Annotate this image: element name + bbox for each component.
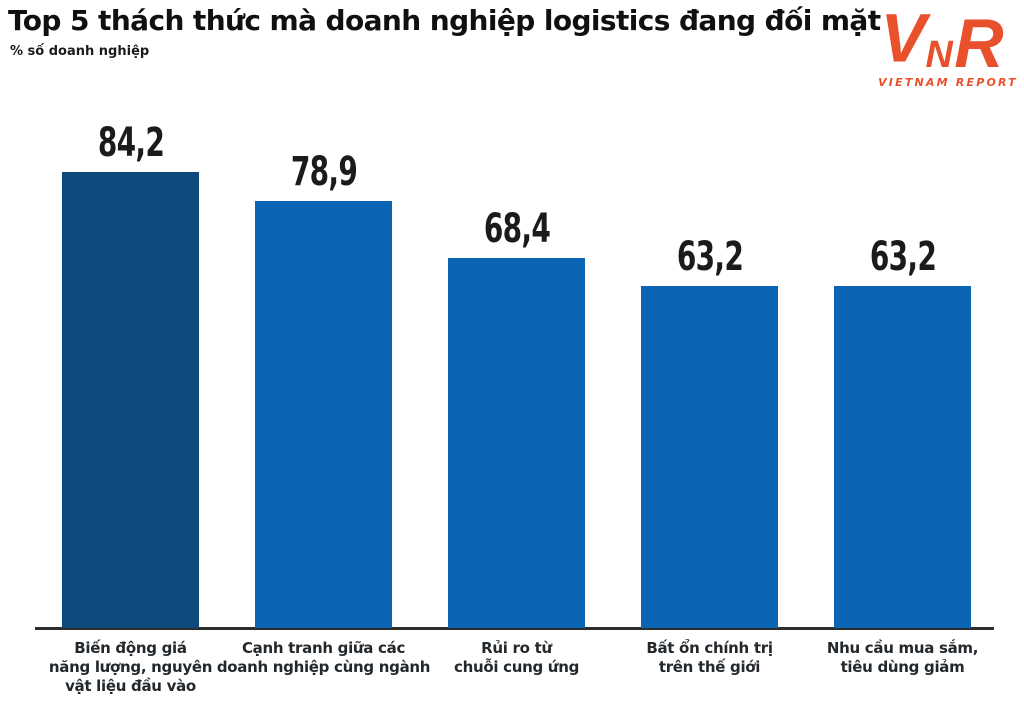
bar bbox=[641, 286, 778, 628]
bar-category-label: Nhu cầu mua sắm, tiêu dùng giảm bbox=[783, 639, 1023, 677]
bar-category-label-line: Biến động giá bbox=[74, 639, 187, 657]
bar-value-label: 68,4 bbox=[483, 206, 550, 252]
bar-category-label-line: chuỗi cung ứng bbox=[453, 658, 580, 676]
bar-category-label-line: trên thế giới bbox=[658, 658, 761, 676]
bar-value-label: 84,2 bbox=[97, 120, 164, 166]
bar bbox=[448, 258, 585, 628]
vietnam-report-logo: V N R VIETNAM REPORT bbox=[874, 4, 1022, 89]
bar-category-label-line: Cạnh tranh giữa các bbox=[241, 639, 406, 657]
logo-caption: VIETNAM REPORT bbox=[878, 76, 1018, 89]
bar-value-label: 78,9 bbox=[290, 149, 357, 195]
bar-category-label-line: vật liệu đầu vào bbox=[65, 677, 196, 695]
logo-letter-r: R bbox=[954, 6, 1003, 76]
bar-category-label-line: doanh nghiệp cùng ngành bbox=[216, 658, 431, 676]
logo-letter-v: V bbox=[881, 4, 932, 76]
vnr-monogram-icon: V N R bbox=[881, 4, 1004, 76]
bar-category-label-line: năng lượng, nguyên bbox=[48, 658, 213, 676]
logo-letter-n: N bbox=[926, 34, 954, 76]
bar-category-label: Bất ổn chính trị trên thế giới bbox=[590, 639, 830, 677]
bar-category-label-line: Nhu cầu mua sắm, bbox=[826, 639, 979, 657]
x-axis-line bbox=[35, 627, 994, 630]
bar-highlighted bbox=[62, 172, 199, 628]
bar-category-label-line: Rủi ro từ bbox=[481, 639, 552, 657]
chart-unit-label: % số doanh nghiệp bbox=[10, 44, 150, 59]
bar-category-label-line: tiêu dùng giảm bbox=[840, 658, 965, 676]
bar bbox=[834, 286, 971, 628]
page-title: Top 5 thách thức mà doanh nghiệp logisti… bbox=[8, 4, 881, 37]
bar-value-label: 63,2 bbox=[869, 234, 936, 280]
bar-category-label: Rủi ro từ chuỗi cung ứng bbox=[397, 639, 637, 677]
bar-value-label: 63,2 bbox=[676, 234, 743, 280]
bar bbox=[255, 201, 392, 628]
bar-category-label: Biến động giá năng lượng, nguyên vật liệu … bbox=[11, 639, 251, 696]
bar-category-label: Cạnh tranh giữa các doanh nghiệp cùng ngà… bbox=[204, 639, 444, 677]
bar-category-label-line: Bất ổn chính trị bbox=[646, 639, 773, 657]
